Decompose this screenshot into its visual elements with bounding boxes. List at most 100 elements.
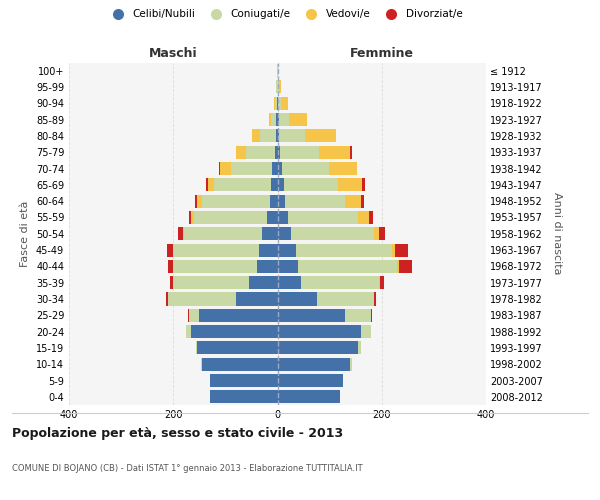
Bar (173, 244, 259, 256)
Bar (277, 211, 288, 224)
Bar (271, 113, 277, 126)
Bar (350, 146, 352, 158)
Bar (290, 227, 374, 240)
Bar (257, 260, 277, 273)
Bar (277, 80, 278, 94)
Bar (202, 194, 269, 207)
Bar (277, 309, 345, 322)
Bar (189, 211, 191, 224)
Bar (277, 194, 286, 207)
Bar (260, 130, 276, 142)
Bar (379, 276, 380, 289)
Bar (189, 309, 199, 322)
Y-axis label: Fasce di età: Fasce di età (20, 200, 30, 267)
Bar (253, 130, 260, 142)
Bar (374, 227, 379, 240)
Bar (281, 97, 289, 110)
Bar (278, 97, 281, 110)
Bar (280, 146, 319, 158)
Bar (277, 292, 317, 306)
Bar (399, 260, 412, 273)
Bar (236, 292, 277, 306)
Bar (277, 113, 278, 126)
Bar (197, 342, 277, 354)
Bar (275, 146, 277, 158)
Bar (236, 146, 246, 158)
Bar (358, 211, 369, 224)
Bar (277, 390, 340, 404)
Bar (277, 260, 298, 273)
Bar (305, 130, 337, 142)
Bar (286, 194, 345, 207)
Bar (249, 276, 277, 289)
Bar (361, 194, 364, 207)
Text: COMUNE DI BOJANO (CB) - Dati ISTAT 1° gennaio 2013 - Elaborazione TUTTITALIA.IT: COMUNE DI BOJANO (CB) - Dati ISTAT 1° ge… (12, 464, 362, 473)
Bar (278, 80, 281, 94)
Bar (277, 244, 296, 256)
Bar (208, 178, 214, 192)
Bar (288, 211, 358, 224)
Bar (219, 162, 220, 175)
Bar (214, 178, 271, 192)
Bar (277, 374, 343, 387)
Bar (166, 292, 168, 306)
Bar (345, 309, 371, 322)
Bar (374, 292, 376, 306)
Bar (230, 162, 272, 175)
Bar (197, 194, 202, 207)
Bar (277, 342, 358, 354)
Bar (259, 244, 277, 256)
Bar (206, 178, 208, 192)
Bar (276, 130, 277, 142)
Bar (167, 244, 173, 256)
Bar (173, 260, 257, 273)
Bar (182, 227, 184, 240)
Text: Maschi: Maschi (149, 47, 197, 60)
Text: Femmine: Femmine (350, 47, 414, 60)
Bar (317, 292, 374, 306)
Bar (178, 227, 182, 240)
Bar (345, 194, 361, 207)
Bar (275, 97, 277, 110)
Bar (296, 244, 392, 256)
Bar (267, 211, 277, 224)
Bar (184, 227, 262, 240)
Bar (329, 162, 357, 175)
Bar (380, 276, 385, 289)
Bar (361, 325, 371, 338)
Bar (277, 358, 350, 371)
Y-axis label: Anni di nascita: Anni di nascita (553, 192, 562, 275)
Bar (210, 374, 277, 387)
Bar (362, 178, 365, 192)
Bar (369, 211, 373, 224)
Bar (173, 276, 249, 289)
Legend: Celibi/Nubili, Coniugati/e, Vedovi/e, Divorziat/e: Celibi/Nubili, Coniugati/e, Vedovi/e, Di… (103, 5, 467, 24)
Bar (199, 309, 277, 322)
Bar (358, 342, 361, 354)
Bar (289, 113, 307, 126)
Bar (319, 146, 350, 158)
Bar (278, 113, 289, 126)
Bar (395, 244, 408, 256)
Bar (168, 260, 173, 273)
Bar (277, 146, 280, 158)
Bar (301, 276, 379, 289)
Bar (191, 325, 277, 338)
Bar (277, 178, 284, 192)
Bar (170, 276, 173, 289)
Bar (191, 211, 194, 224)
Bar (277, 227, 290, 240)
Bar (338, 178, 362, 192)
Bar (271, 178, 277, 192)
Bar (277, 130, 279, 142)
Bar (350, 358, 352, 371)
Bar (195, 194, 197, 207)
Bar (269, 113, 271, 126)
Bar (168, 292, 236, 306)
Bar (262, 227, 277, 240)
Bar (272, 162, 277, 175)
Bar (186, 325, 191, 338)
Bar (220, 162, 230, 175)
Bar (277, 325, 361, 338)
Text: Popolazione per età, sesso e stato civile - 2013: Popolazione per età, sesso e stato civil… (12, 428, 343, 440)
